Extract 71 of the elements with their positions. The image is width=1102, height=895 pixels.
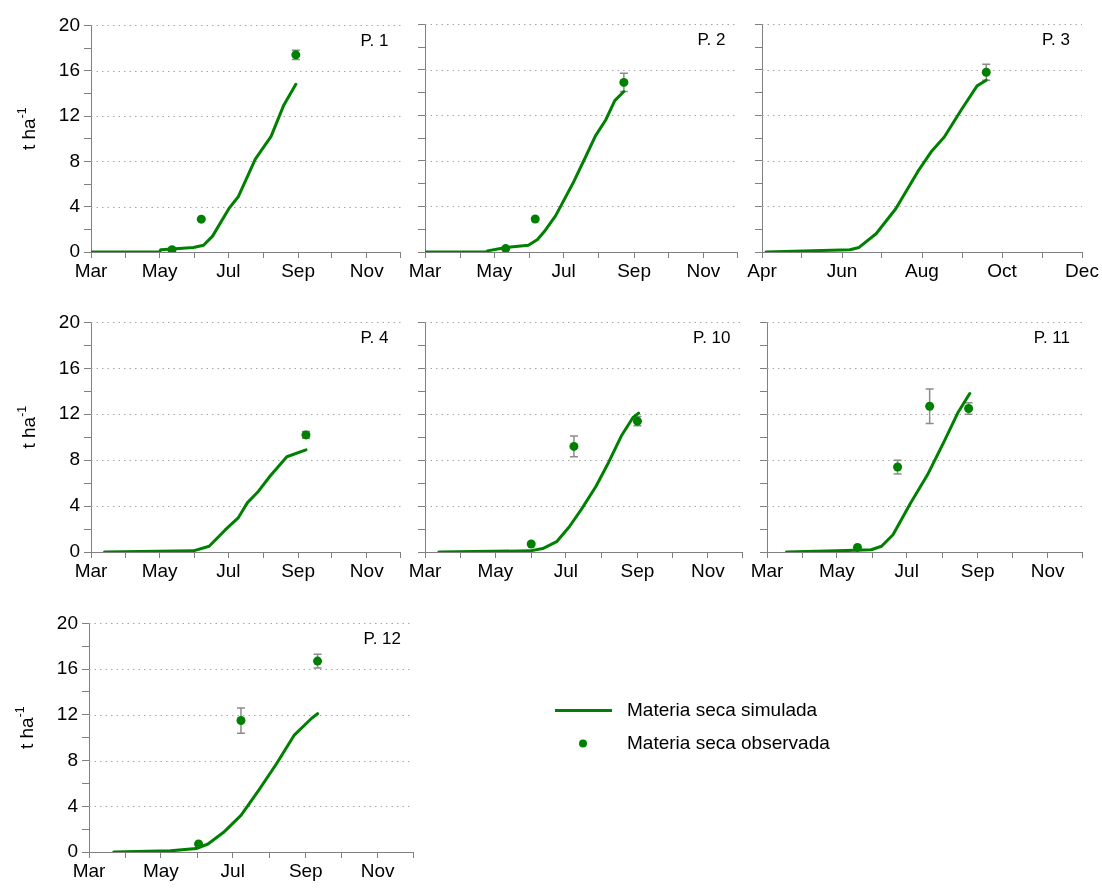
x-tick-label: Mar <box>74 559 109 581</box>
x-tick-label: Aug <box>905 259 939 281</box>
x-tick-label: May <box>141 559 179 581</box>
x-tick-label: May <box>476 259 513 281</box>
x-tick-label: Mar <box>750 559 785 581</box>
x-tick-label: Mar <box>408 559 443 581</box>
y-tick-label: 4 <box>69 494 81 516</box>
x-tick-label: Nov <box>1030 559 1066 581</box>
point <box>196 214 206 224</box>
x-tick-label: Jul <box>216 559 241 581</box>
y-tick-label: 20 <box>58 13 80 35</box>
chart-title: P. 10 <box>692 328 731 348</box>
x-tick-label: Oct <box>987 259 1018 281</box>
y-tick-label: 8 <box>67 748 78 770</box>
chart-title: P. 3 <box>1041 30 1070 50</box>
x-tick-label: May <box>477 559 514 581</box>
x-tick-label: Jul <box>220 859 245 881</box>
x-tick-label: May <box>142 859 180 881</box>
y-tick-label: 12 <box>56 703 78 725</box>
x-tick-label: Sep <box>288 859 323 881</box>
chart-title: P. 1 <box>360 31 389 51</box>
x-tick-label: Jun <box>826 259 858 281</box>
x-tick-label: May <box>818 559 856 581</box>
y-tick-label: 0 <box>67 840 78 862</box>
x-tick-label: Nov <box>349 559 385 581</box>
x-tick-label: Jul <box>894 559 919 581</box>
x-tick-label: Mar <box>72 859 107 881</box>
point <box>167 245 177 252</box>
x-tick-label: Nov <box>360 859 396 881</box>
x-tick-label: Jul <box>551 259 576 281</box>
chart-title: P. 2 <box>697 30 726 50</box>
x-tick-label: May <box>141 259 179 281</box>
x-tick-label: Sep <box>617 259 651 281</box>
y-tick-label: 8 <box>69 149 80 171</box>
x-tick-label: Nov <box>686 259 721 281</box>
point <box>852 542 862 552</box>
y-tick-label: 20 <box>58 310 80 332</box>
y-tick-label: 16 <box>58 356 80 378</box>
x-tick-label: Apr <box>747 259 778 281</box>
y-axis-title: t ha-1 <box>14 405 40 449</box>
chart-title: P. 4 <box>360 328 389 348</box>
legend-label: Materia seca observada <box>627 731 831 753</box>
point <box>925 401 935 411</box>
y-tick-label: 0 <box>69 540 80 562</box>
point <box>236 716 246 726</box>
y-tick-label: 16 <box>56 657 78 679</box>
x-tick-label: Sep <box>281 559 315 581</box>
y-tick-label: 20 <box>56 611 78 633</box>
x-tick-label: Mar <box>408 259 443 281</box>
y-tick-label: 16 <box>58 58 80 80</box>
chart-title: P. 12 <box>363 629 401 649</box>
x-tick-label: Dec <box>1065 259 1099 281</box>
chart-title: P. 11 <box>1033 328 1070 348</box>
x-tick-label: Nov <box>349 259 385 281</box>
y-tick-label: 12 <box>58 402 80 424</box>
y-tick-label: 4 <box>69 194 81 216</box>
x-tick-label: Sep <box>620 559 655 581</box>
x-tick-label: Nov <box>690 559 726 581</box>
y-axis-title: t ha-1 <box>12 706 38 750</box>
y-tick-label: 8 <box>69 448 80 470</box>
x-tick-label: Jul <box>553 559 578 581</box>
legend-label: Materia seca simulada <box>627 698 818 720</box>
x-tick-label: Sep <box>960 559 995 581</box>
y-tick-label: 0 <box>69 240 80 262</box>
point <box>194 839 204 849</box>
y-axis-title: t ha-1 <box>14 107 40 151</box>
x-tick-label: Mar <box>74 259 109 281</box>
y-tick-label: 4 <box>67 794 79 816</box>
x-tick-label: Sep <box>281 259 315 281</box>
x-tick-label: Jul <box>216 259 241 281</box>
y-tick-label: 12 <box>58 104 80 126</box>
